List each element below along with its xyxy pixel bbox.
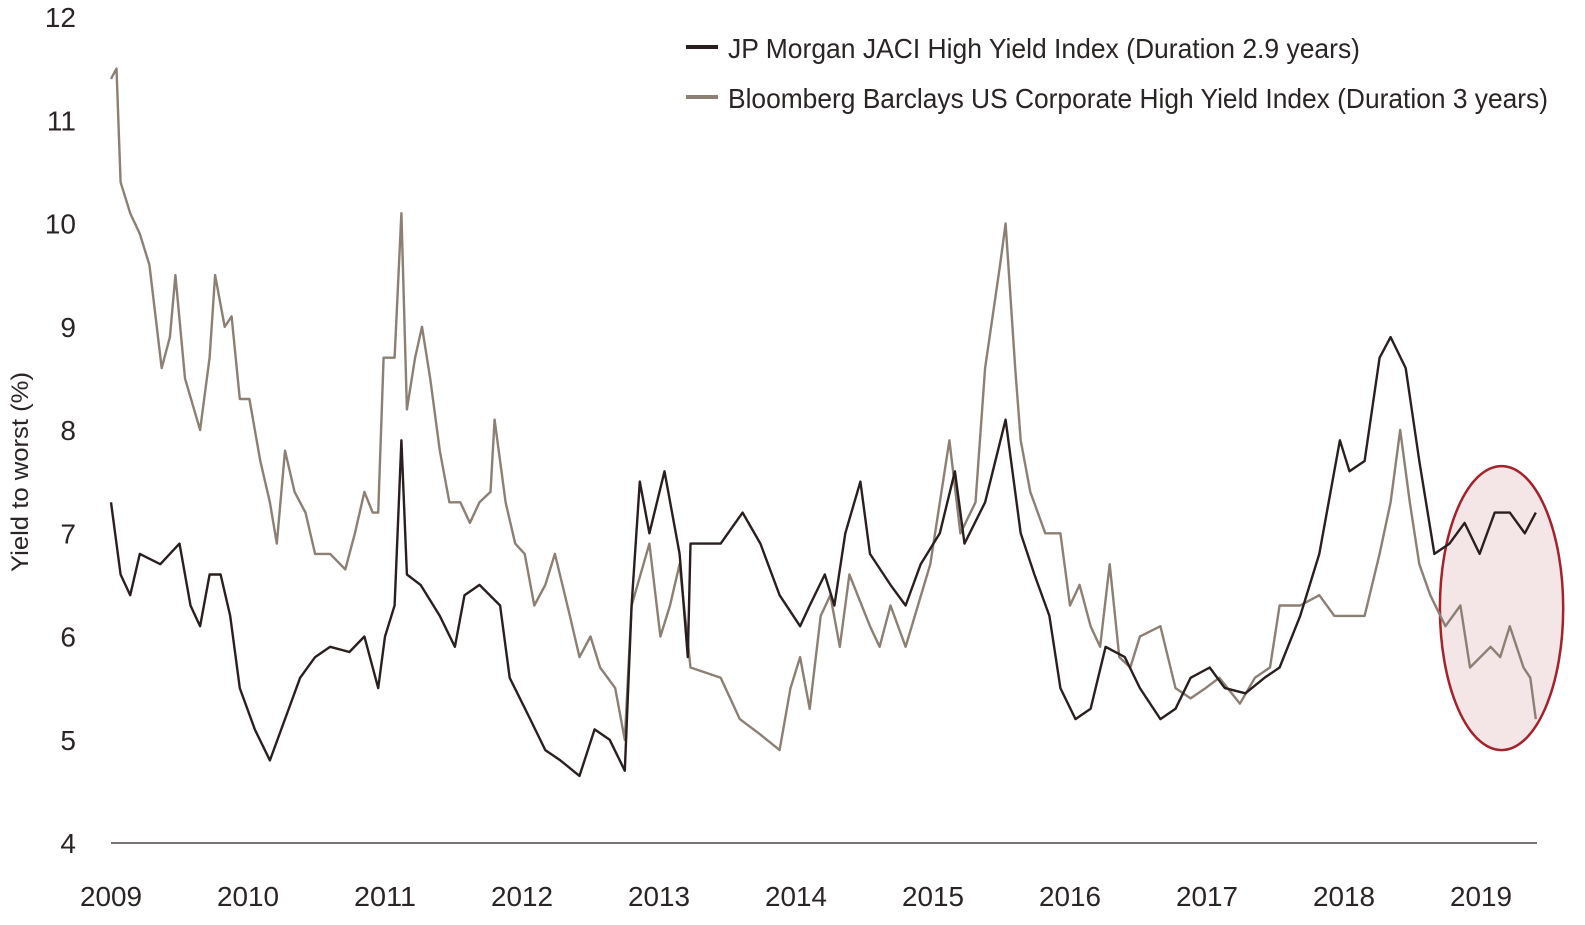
y-tick-label: 12 <box>45 2 76 33</box>
y-tick-label: 7 <box>60 518 76 549</box>
x-tick-label: 2017 <box>1176 881 1238 912</box>
x-tick-label: 2013 <box>628 881 690 912</box>
x-tick-label: 2015 <box>902 881 964 912</box>
y-axis-ticks: 4 5 6 7 8 9 10 11 12 <box>45 2 76 859</box>
legend-label-jpm: JP Morgan JACI High Yield Index (Duratio… <box>728 33 1360 64</box>
series-line-jpm <box>109 335 1537 778</box>
x-tick-label: 2014 <box>765 881 827 912</box>
x-tick-label: 2009 <box>80 881 142 912</box>
x-tick-label: 2011 <box>354 881 416 912</box>
x-tick-label: 2018 <box>1313 881 1375 912</box>
legend-label-bbg: Bloomberg Barclays US Corporate High Yie… <box>728 83 1548 114</box>
x-tick-label: 2012 <box>491 881 553 912</box>
y-tick-label: 5 <box>60 725 76 756</box>
y-tick-label: 9 <box>60 312 76 343</box>
y-tick-label: 10 <box>45 209 76 240</box>
x-tick-label: 2010 <box>217 881 279 912</box>
y-axis-label: Yield to worst (%) <box>7 372 34 572</box>
series-layer <box>109 67 1537 778</box>
y-tick-label: 4 <box>60 828 76 859</box>
y-tick-label: 6 <box>60 622 76 653</box>
legend: JP Morgan JACI High Yield Index (Duratio… <box>686 33 1548 114</box>
x-axis-ticks: 2009 2010 2011 2012 2013 2014 2015 2016 2017 2018… <box>80 881 1512 912</box>
y-tick-label: 8 <box>60 415 76 446</box>
y-tick-label: 11 <box>47 105 76 136</box>
series-line-bbg <box>109 67 1537 752</box>
x-tick-label: 2019 <box>1450 881 1512 912</box>
x-tick-label: 2016 <box>1039 881 1101 912</box>
